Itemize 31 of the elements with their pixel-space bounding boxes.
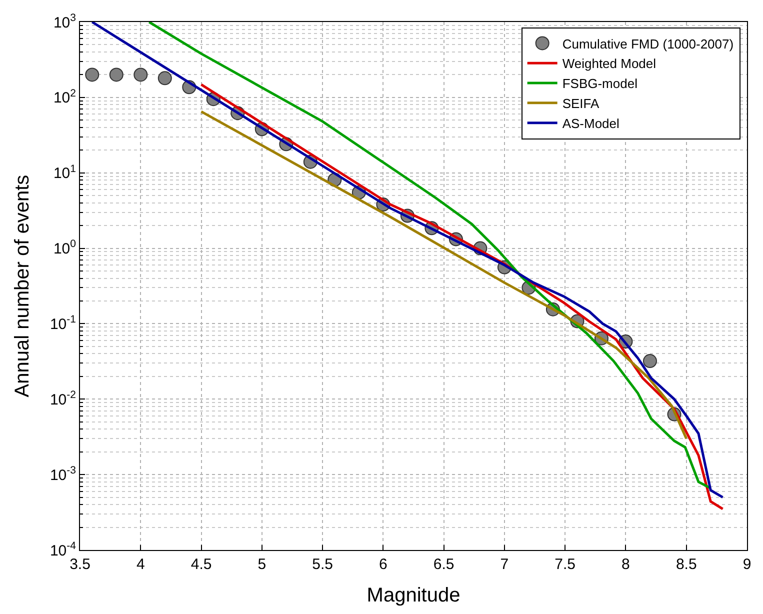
legend-label: SEIFA	[562, 96, 600, 111]
legend-label: AS-Model	[562, 116, 620, 131]
point	[158, 71, 172, 86]
legend-label: FSBG-model	[562, 76, 638, 92]
y-tick-label: 10$^{-3}$	[50, 464, 76, 484]
x-tick-label: 5	[258, 556, 266, 573]
point	[85, 68, 100, 82]
legend-label: Cumulative FMD (1000-2007)	[562, 36, 734, 52]
x-tick-label: 4.5	[190, 556, 212, 573]
y-tick-label: 10$^{3}$	[53, 12, 76, 32]
point	[134, 68, 148, 82]
x-tick-label: 9	[742, 556, 752, 573]
x-tick-label: 8.5	[676, 556, 697, 573]
point	[109, 68, 124, 82]
x-tick-label: 7.5	[554, 556, 576, 573]
y-tick-label: 10$^{0}$	[53, 238, 76, 258]
line-series	[200, 110, 688, 440]
y-tick-label: 10$^{-2}$	[50, 389, 76, 408]
x-tick-label: 6	[379, 556, 388, 573]
y-axis-title: Annual number of events	[11, 174, 34, 398]
x-tick-label: 5.5	[312, 556, 333, 573]
x-axis-title: Magnitude	[366, 584, 460, 606]
point	[642, 354, 657, 368]
legend-label: Weighted Model	[562, 56, 656, 72]
y-tick-label: 10$^{2}$	[53, 87, 76, 107]
x-tick-label: 8	[622, 556, 630, 573]
x-tick-label: 7	[500, 556, 509, 573]
y-tick-label: 10$^{1}$	[53, 162, 76, 182]
y-tick-label: 10$^{-1}$	[50, 314, 76, 333]
x-tick-label: 4	[136, 556, 145, 573]
x-tick-label: 6.5	[433, 556, 454, 573]
